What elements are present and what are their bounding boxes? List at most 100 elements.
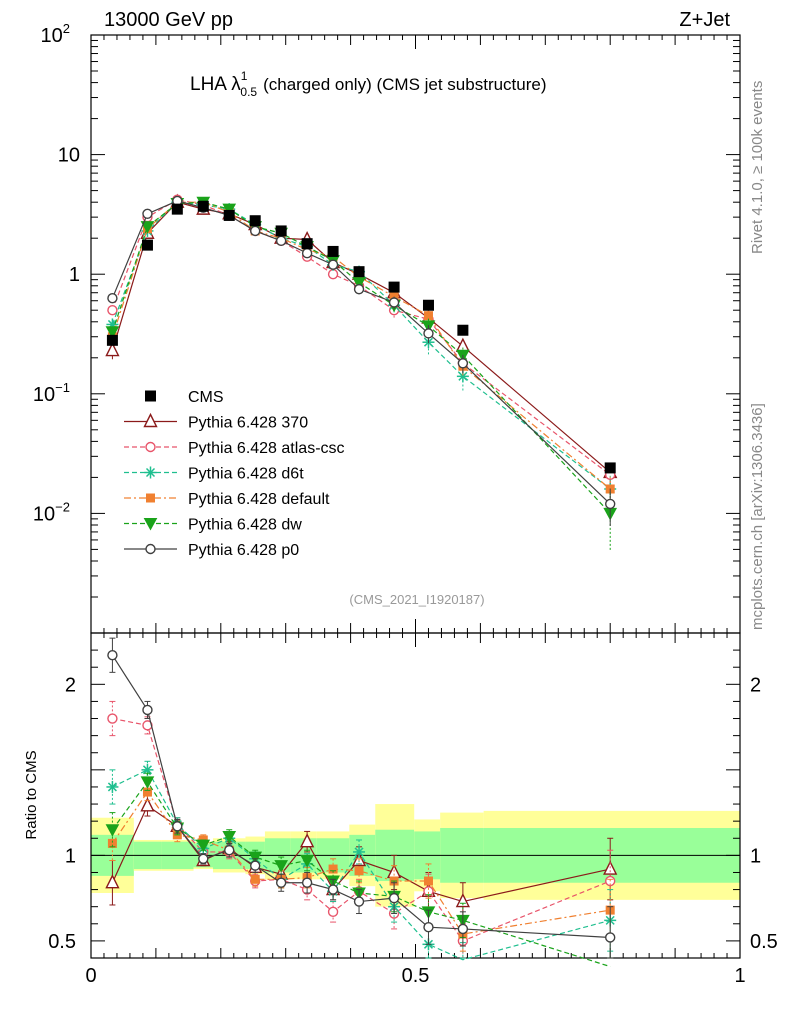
legend: CMS Pythia 6.428 370 Pythia 6.428 atlas-cs… <box>124 389 345 559</box>
ratio-axis-label: Ratio to CMS <box>23 750 40 839</box>
ratio-point <box>353 896 365 907</box>
data-point <box>142 208 153 219</box>
analysis-id: (CMS_2021_I1920187) <box>349 592 484 607</box>
cms-data-point <box>388 281 400 293</box>
ratio-y-tick-label-right: 0.5 <box>750 931 778 953</box>
series-pythia-6-428-370 <box>105 193 618 484</box>
ratio-y-tick-label-right: 2 <box>750 674 761 696</box>
ratio-point <box>107 650 118 661</box>
data-point <box>423 311 433 321</box>
x-tick-label: 0 <box>85 965 96 987</box>
legend-marker <box>144 466 157 479</box>
plot-title-rest: (charged only) (CMS jet substructure) <box>263 75 546 94</box>
data-point <box>388 297 400 308</box>
process-label: Z+Jet <box>679 9 730 31</box>
plot-title-sup: 1 <box>241 69 248 83</box>
y-tick-label: 10−2 <box>33 499 70 525</box>
ratio-point <box>301 877 313 888</box>
legend-label: Pythia 6.428 default <box>188 491 330 508</box>
y-tick-label: 10−1 <box>33 380 70 406</box>
ratio-point <box>327 906 339 918</box>
data-point <box>105 341 120 357</box>
legend-label: Pythia 6.428 d6t <box>188 466 304 483</box>
legend-item: CMS <box>145 389 224 406</box>
series-cms <box>106 200 616 474</box>
ratio-point <box>327 884 339 895</box>
ratio-point <box>142 704 153 716</box>
y-tick-label-base: 10 <box>33 503 55 525</box>
y-tick-label-exp: −2 <box>55 499 70 514</box>
legend-marker <box>145 441 156 453</box>
ratio-point <box>142 787 152 797</box>
x-tick-label: 1 <box>734 965 745 987</box>
y-tick-label-exp: −1 <box>55 380 70 395</box>
ratio-point <box>222 831 237 844</box>
legend-item: Pythia 6.428 370 <box>124 412 308 432</box>
series-line <box>111 200 611 505</box>
marker-stroke <box>458 371 468 381</box>
legend-item: Pythia 6.428 atlas-csc <box>124 440 345 457</box>
ratio-series-line <box>111 780 611 968</box>
series-pythia-6-428-atlas-csc <box>107 194 616 488</box>
ratio-series <box>105 637 618 968</box>
legend-label: Pythia 6.428 370 <box>188 415 308 432</box>
ratio-point <box>106 780 119 793</box>
ratio-point <box>354 866 364 876</box>
ratio-point <box>388 892 400 904</box>
cms-data-point <box>275 225 287 237</box>
energy-label: 13000 GeV pp <box>104 9 233 31</box>
y-tick-label: 102 <box>41 21 70 47</box>
cms-data-point <box>197 200 209 212</box>
cms-data-point <box>327 245 339 257</box>
ratio-point <box>196 839 211 853</box>
ratio-point <box>107 838 117 848</box>
ratio-point <box>275 877 287 888</box>
data-point <box>389 292 399 302</box>
ratio-point <box>224 845 235 856</box>
marker-stroke <box>107 782 117 792</box>
plot-title-sub: 0.5 <box>240 85 257 99</box>
rivet-version-label: Rivet 4.1.0, ≥ 100k events <box>749 81 766 254</box>
data-point <box>605 498 616 510</box>
y-tick-label-base: 10 <box>58 145 80 167</box>
y-tick-label: 10 <box>58 145 80 167</box>
data-point <box>353 283 365 295</box>
y-tick-label-base: 10 <box>33 384 55 406</box>
cms-data-point <box>604 462 616 474</box>
ratio-point <box>457 923 469 935</box>
ratio-point <box>248 851 263 865</box>
legend-marker <box>146 493 155 503</box>
y-tick-label: 1 <box>69 264 80 286</box>
legend-item: Pythia 6.428 default <box>124 491 330 508</box>
ratio-y-tick-label: 1 <box>65 845 76 867</box>
ratio-point <box>105 824 120 837</box>
data-point <box>275 235 287 247</box>
ratio-y-tick-label: 2 <box>65 674 76 696</box>
x-tick-label: 0.5 <box>402 965 430 987</box>
data-point <box>301 247 313 259</box>
series-line <box>111 201 611 490</box>
ratio-point <box>605 932 616 943</box>
main-series <box>105 193 618 551</box>
ratio-point <box>423 922 434 933</box>
ratio-point <box>107 713 118 724</box>
data-point <box>327 259 339 270</box>
legend-marker <box>145 543 156 555</box>
series-pythia-6-428-d6t <box>106 196 617 507</box>
ratio-point <box>140 776 155 789</box>
ratio-point <box>328 864 338 874</box>
data-point <box>327 269 339 280</box>
ratio-point <box>299 833 315 848</box>
data-point <box>352 277 366 290</box>
ratio-point <box>274 860 288 873</box>
ratio-y-tick-label: 0.5 <box>48 931 76 953</box>
ratio-point <box>249 860 261 871</box>
legend-item: Pythia 6.428 dw <box>124 517 302 534</box>
data-point <box>140 221 155 234</box>
data-point <box>107 305 118 316</box>
ratio-series-pythia-6-428-p0 <box>107 637 616 959</box>
ratio-series-line <box>111 791 611 935</box>
cms-data-point <box>223 209 235 221</box>
legend-label: CMS <box>188 389 224 406</box>
